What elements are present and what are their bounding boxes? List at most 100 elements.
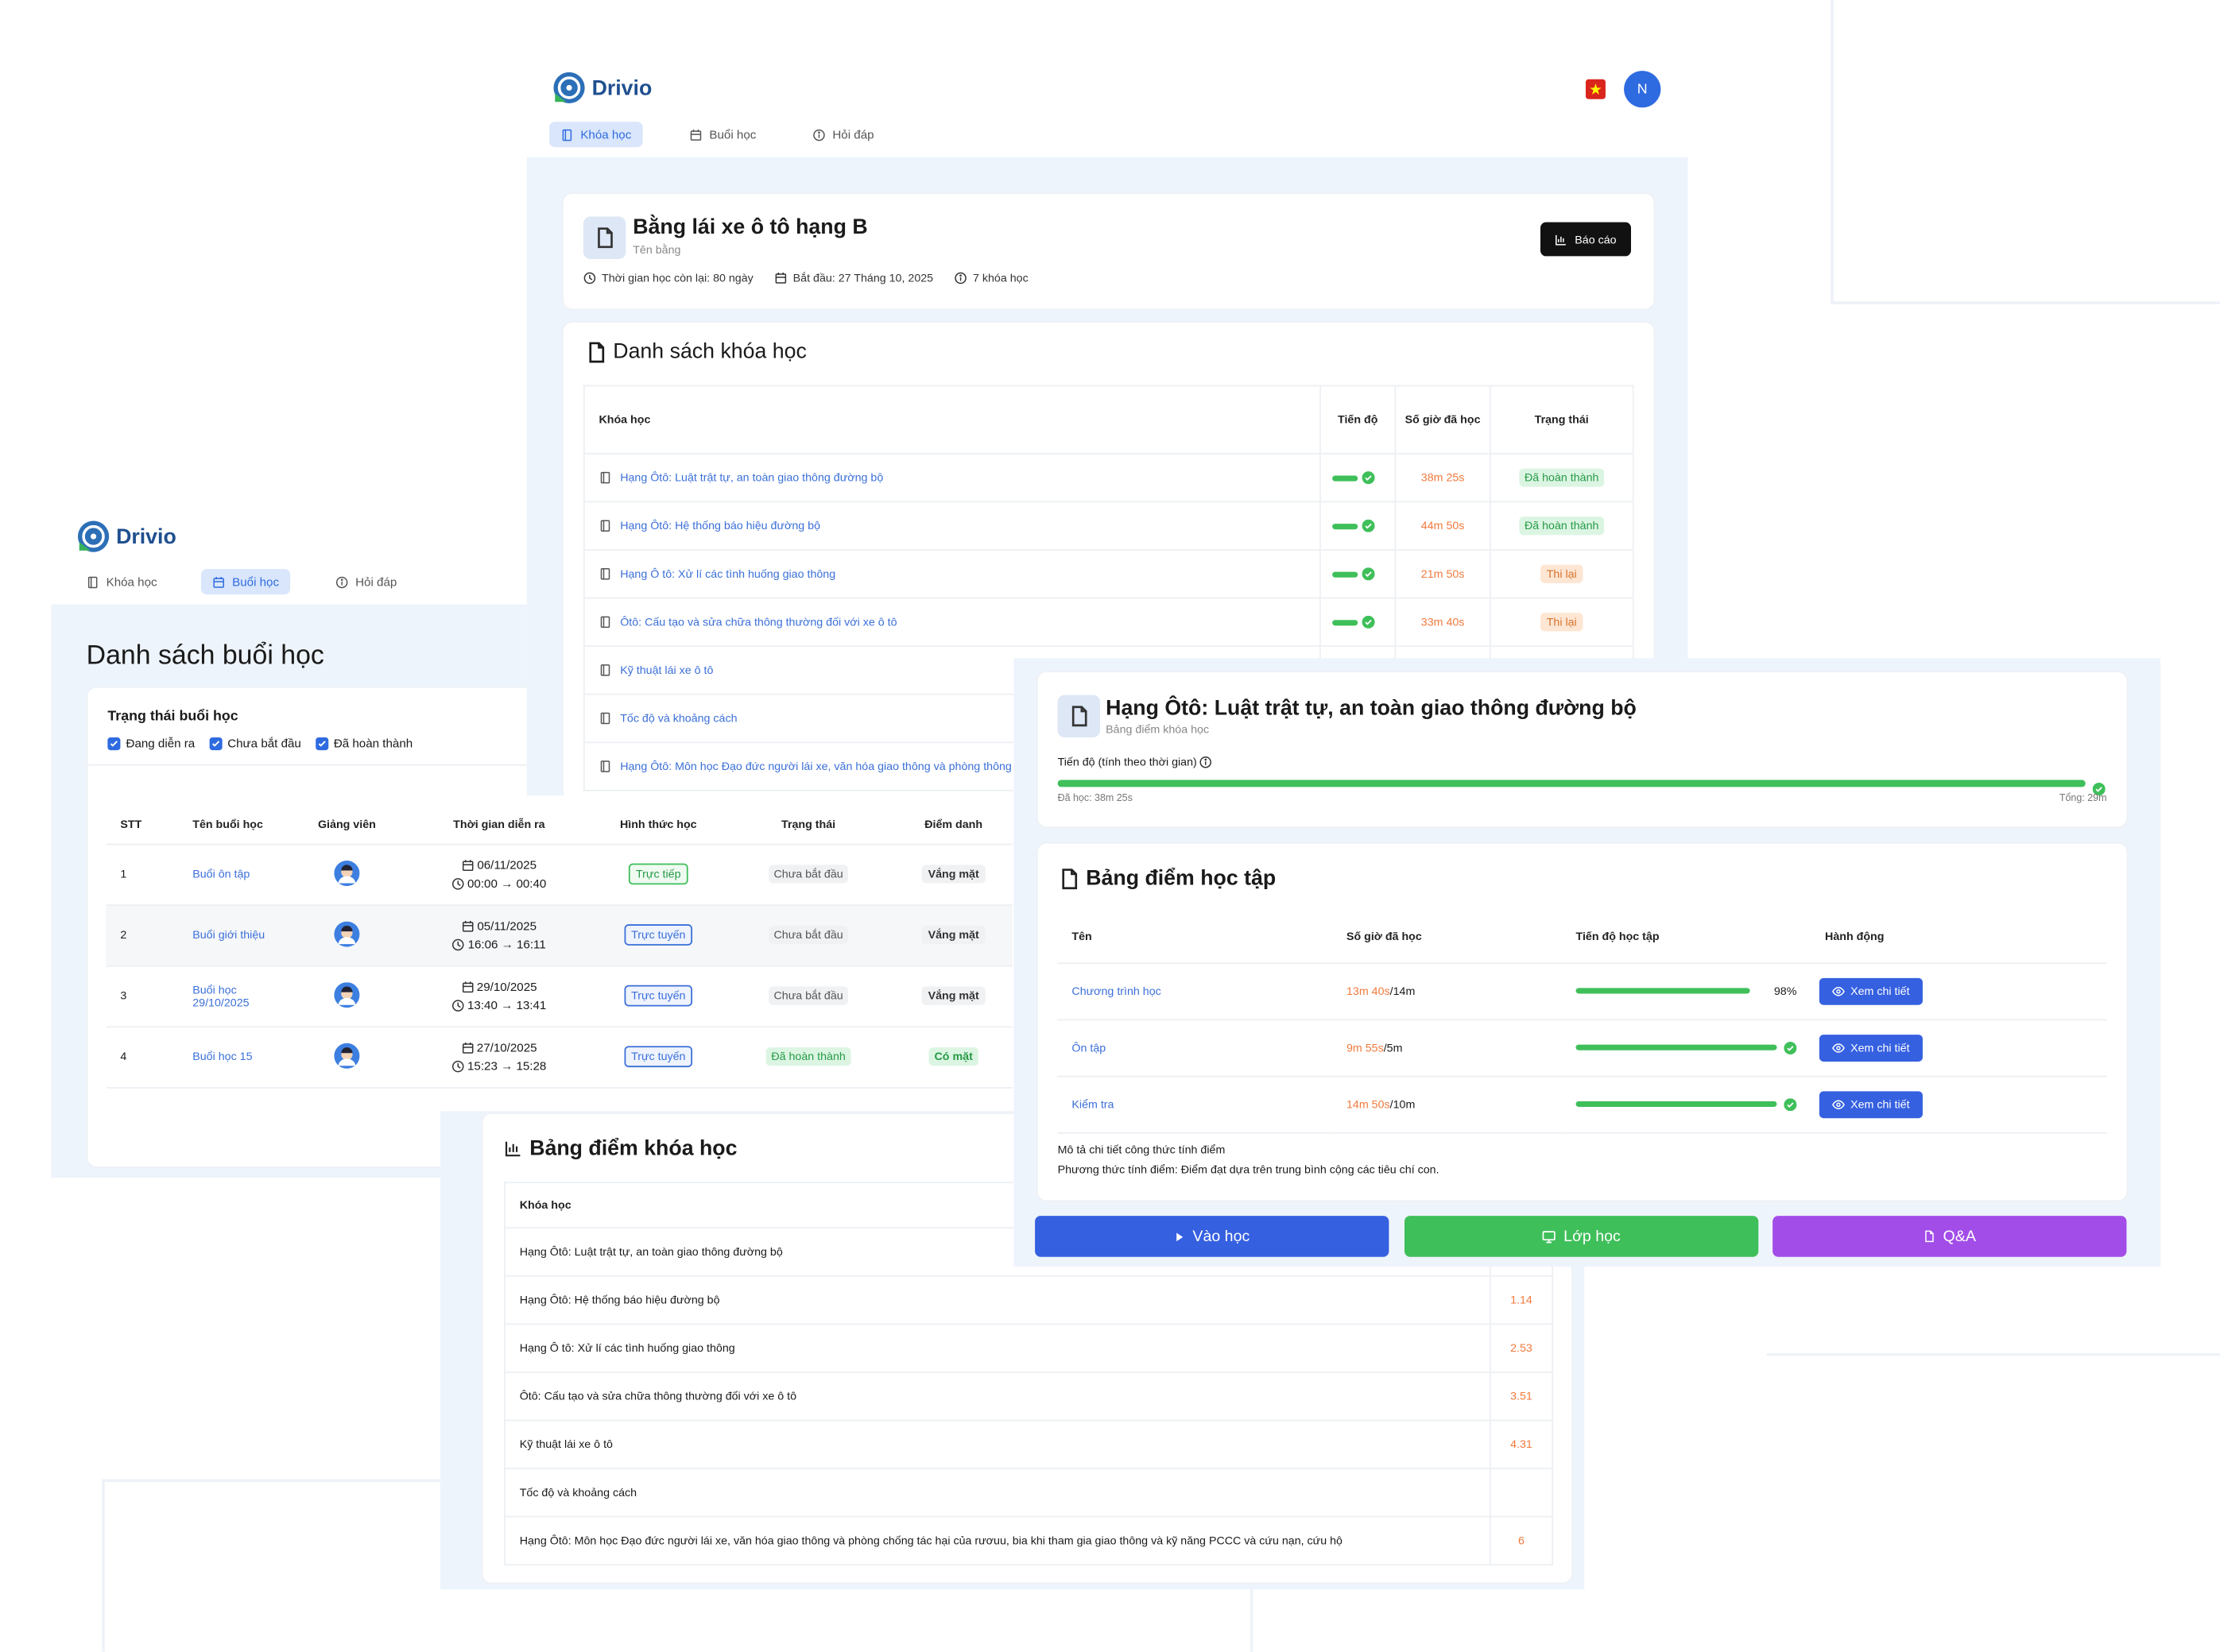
mode-badge: Trực tuyến: [624, 985, 693, 1007]
course-link[interactable]: Ôtô: Cấu tạo và sửa chữa thông thường đố…: [599, 613, 1305, 631]
total-time: /5m: [1383, 1041, 1403, 1054]
progress-bar: [1057, 780, 2086, 787]
session-name[interactable]: Buổi giới thiệu: [192, 928, 265, 942]
view-detail-label: Xem chi tiết: [1850, 1097, 1910, 1111]
language-flag[interactable]: [1586, 79, 1606, 99]
icon: [583, 272, 596, 284]
teacher-cell: [290, 904, 404, 966]
view-detail-button[interactable]: Xem chi tiết: [1819, 1090, 1923, 1118]
nav-tab[interactable]: Buổi học: [200, 569, 291, 595]
scores-title-text: Bảng điểm học tập: [1086, 866, 1277, 891]
score-name-cell: Ôn tập: [1057, 1019, 1333, 1077]
progress: [1575, 1041, 1797, 1054]
action-cell: Xem chi tiết: [1811, 962, 2107, 1020]
score-name[interactable]: Ôn tập: [1071, 1041, 1106, 1054]
status-cell: Chưa bắt đầu: [722, 843, 895, 906]
grade-score: 1.14: [1510, 1294, 1532, 1307]
nav-tab[interactable]: Khóa học: [549, 122, 643, 148]
session-name[interactable]: Buổi học 15: [192, 1050, 253, 1063]
grade-score-cell: 4.31: [1489, 1420, 1553, 1469]
studied-time: 14m 50s: [1346, 1097, 1390, 1111]
scores-card: Bảng điểm học tập Tên Số giờ đã học Tiến độ…: [1037, 843, 2127, 1201]
column-header: STT: [106, 807, 188, 845]
icon: [599, 567, 611, 580]
time-cell: 27/10/2025 15:23 → 15:28: [403, 1026, 595, 1088]
time-cell: 29/10/2025 13:40 → 13:41: [403, 965, 595, 1027]
icon: [1784, 1097, 1797, 1111]
session-row: 4 Buổi học 15 27/10/2025 15:23 → 15:28 Trực …: [106, 1026, 1013, 1088]
filter-checkbox[interactable]: Đang diễn ra: [107, 736, 195, 750]
detail-header-card: Hạng Ôtô: Luật trật tự, an toàn giao thô…: [1037, 672, 2127, 827]
grade-score-cell: 2.53: [1489, 1324, 1553, 1373]
filter-checkbox[interactable]: Đã hoàn thành: [315, 736, 413, 751]
column-header: Số giờ đã học: [1332, 911, 1562, 964]
date-text: 06/11/2025: [477, 857, 537, 872]
course-link[interactable]: Tốc độ và khoảng cách: [599, 709, 1305, 727]
course-link[interactable]: Kỹ thuật lái xe ô tô: [599, 661, 1305, 679]
nav-tab[interactable]: Hỏi đáp: [324, 569, 409, 594]
score-name[interactable]: Kiểm tra: [1071, 1097, 1114, 1111]
grade-score: 6: [1517, 1534, 1525, 1547]
course-link[interactable]: Hạng Ô tô: Xử lí các tình huống giao thô…: [599, 565, 1305, 583]
hours: 44m 50s: [1420, 519, 1465, 532]
progress-cell: [1319, 501, 1396, 551]
view-detail-button[interactable]: Xem chi tiết: [1819, 977, 1923, 1004]
progress: [1332, 471, 1383, 485]
icon: [462, 858, 475, 871]
course-link[interactable]: Hạng Ôtô: Luật trật tự, an toàn giao thô…: [599, 469, 1305, 487]
grade-row: Ôtô: Cấu tạo và sửa chữa thông thường đố…: [505, 1372, 1553, 1422]
icon: [1832, 1041, 1845, 1054]
session-name[interactable]: Buổi ôn tập: [192, 867, 250, 880]
mode-badge: Trực tiếp: [629, 863, 688, 885]
session-name[interactable]: Buổi học 29/10/2025: [192, 983, 250, 1009]
icon: [87, 575, 99, 588]
status-badge: Thi lại: [1540, 613, 1583, 632]
icon: [1832, 1097, 1845, 1110]
score-row: Chương trình học 13m 40s/14m 98% Xem chi ti…: [1057, 962, 2107, 1020]
action-button[interactable]: Lớp học: [1404, 1216, 1759, 1257]
icon: [599, 616, 611, 629]
status-badge: Đã hoàn thành: [1518, 468, 1605, 487]
action-cell: Xem chi tiết: [1811, 1019, 2107, 1077]
icon: [504, 1139, 522, 1158]
status-cell: Thi lại: [1489, 550, 1633, 599]
icon: [1058, 867, 1081, 890]
column-header: Trạng thái: [1489, 385, 1633, 455]
score-name[interactable]: Chương trình học: [1071, 984, 1161, 997]
course-header-card: Bằng lái xe ô tô hạng B Tên bằng Thời gian…: [563, 194, 1654, 309]
course-name-cell: Ôtô: Cấu tạo và sửa chữa thông thường đố…: [583, 598, 1321, 648]
action-button[interactable]: Vào học: [1035, 1216, 1389, 1257]
session-name-cell: Buổi ôn tập: [187, 843, 291, 906]
report-button[interactable]: Báo cáo: [1540, 222, 1631, 257]
meta-item: Thời gian học còn lại: 80 ngày: [583, 272, 754, 284]
icon: [451, 1059, 464, 1072]
filter-label: Trạng thái buổi học: [107, 709, 238, 725]
nav-tab[interactable]: Khóa học: [75, 569, 168, 594]
filter-checkbox[interactable]: Chưa bắt đầu: [209, 736, 301, 750]
score-name-cell: Kiểm tra: [1057, 1075, 1333, 1133]
icon: [451, 876, 464, 889]
course-name: Hạng Ôtô: Hệ thống báo hiệu đường bộ: [620, 519, 821, 532]
action-button[interactable]: Q&A: [1773, 1216, 2127, 1257]
column-header: Giảng viên: [290, 807, 404, 845]
hours-cell: 21m 50s: [1394, 550, 1490, 599]
course-row: Hạng Ô tô: Xử lí các tình huống giao thô…: [583, 550, 1633, 599]
column-header: Tiến độ học tập: [1561, 911, 1811, 964]
icon: [599, 712, 611, 725]
progress-bar: [1575, 1101, 1777, 1107]
course-link[interactable]: Hạng Ôtô: Hệ thống báo hiệu đường bộ: [599, 516, 1305, 535]
checkbox: [209, 737, 223, 750]
view-detail-button[interactable]: Xem chi tiết: [1819, 1034, 1923, 1062]
nav-tab[interactable]: Buổi học: [678, 122, 767, 147]
icon: [1362, 567, 1375, 581]
course-list-title: Danh sách khóa học: [585, 340, 807, 364]
hours-cell: 44m 50s: [1394, 501, 1490, 551]
icon: [599, 471, 611, 484]
checkbox: [315, 737, 328, 750]
column-header: Hình thức học: [595, 807, 723, 845]
nav-tab[interactable]: Hỏi đáp: [801, 122, 885, 147]
user-avatar[interactable]: N: [1624, 71, 1661, 108]
checkbox-label: Đã hoàn thành: [333, 736, 413, 751]
mode-badge: Trực tuyến: [624, 1046, 693, 1068]
